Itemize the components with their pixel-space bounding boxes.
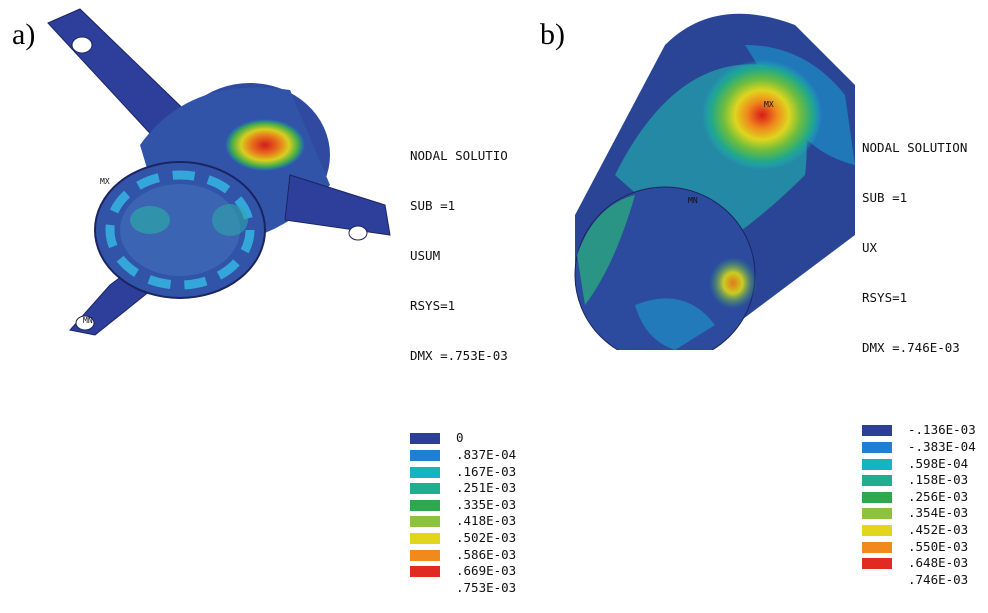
legend-value: .502E-03 (456, 530, 517, 546)
legend-entry: .550E-03 (862, 538, 969, 556)
legend-value: .586E-03 (456, 546, 517, 562)
legend-value: .354E-03 (908, 505, 969, 521)
legend-entry: 0 (410, 430, 508, 447)
legend-entry: .502E-03 (410, 530, 516, 547)
legend-swatch (410, 566, 440, 578)
legend-entry: .669E-03 (410, 563, 516, 580)
panel-b-legend-header: NODAL SOLUTION SUB =1 UX RSYS=1 DMX =.74… (862, 107, 967, 389)
legend-swatch (862, 458, 892, 470)
legend-swatch (862, 508, 892, 520)
legend-title: NODAL SOLUTIO (410, 148, 508, 164)
legend-value: 0 (456, 430, 464, 446)
legend-entry: .746E-03 (862, 571, 969, 589)
legend-value: .251E-03 (456, 480, 517, 496)
panel-a-label: a) (12, 18, 36, 51)
legend-swatch (862, 491, 892, 503)
legend-value: .550E-03 (908, 538, 969, 554)
legend-title: NODAL SOLUTION (862, 140, 968, 156)
legend-swatch (862, 541, 892, 553)
legend-entry: -.383E-04 (862, 439, 976, 456)
legend-swatch (410, 499, 440, 511)
legend-value: .256E-03 (908, 488, 969, 504)
legend-entry: .837E-04 (410, 447, 516, 464)
legend-value: -.136E-03 (908, 422, 976, 438)
legend-entry: .158E-03 (862, 472, 969, 489)
legend-value: .746E-03 (908, 571, 969, 587)
legend-value: .837E-04 (456, 447, 517, 463)
legend-entry: .598E-04 (862, 455, 969, 473)
legend-swatch (862, 525, 892, 537)
panel-b-label: b) (540, 18, 565, 51)
legend-value: .418E-03 (456, 513, 517, 529)
legend-value: .753E-03 (456, 579, 517, 595)
legend-quantity: UX (862, 239, 878, 255)
legend-swatch (862, 558, 892, 570)
legend-entry: .648E-03 (862, 555, 969, 572)
legend-value: .648E-03 (908, 555, 969, 571)
legend-value: .452E-03 (908, 522, 969, 538)
panel-b-mx-marker: MX (764, 100, 774, 109)
legend-swatch (410, 516, 440, 528)
legend-swatch (410, 450, 440, 462)
legend-entry: .753E-03 (410, 580, 516, 597)
legend-swatch (410, 466, 440, 478)
legend-entry: -.136E-03 (862, 422, 976, 439)
legend-swatch (410, 549, 440, 561)
legend-entry: .586E-03 (410, 547, 516, 564)
legend-quantity: USUM (410, 247, 441, 263)
legend-swatch (862, 475, 892, 487)
panel-a-fea-model (47, 8, 391, 336)
panel-b-legend: NODAL SOLUTION SUB =1 UX RSYS=1 DMX =.74… (862, 74, 976, 605)
legend-value: .335E-03 (456, 496, 517, 512)
legend-rsys: RSYS=1 (410, 297, 456, 313)
legend-swatch (410, 483, 440, 495)
legend-value: .598E-04 (908, 455, 969, 471)
panel-b-mn-marker: MN (688, 196, 698, 205)
legend-value: -.383E-04 (908, 439, 976, 455)
panel-a-mn-marker: MN (83, 316, 93, 325)
legend-entry: .335E-03 (410, 497, 516, 514)
legend-entry: .251E-03 (410, 480, 516, 497)
legend-value: .167E-03 (456, 463, 517, 479)
legend-entry: .354E-03 (862, 505, 969, 522)
legend-entry: .167E-03 (410, 464, 516, 481)
legend-dmx: DMX =.753E-03 (410, 347, 508, 363)
legend-substep: SUB =1 (862, 190, 908, 206)
legend-substep: SUB =1 (410, 198, 456, 214)
legend-value: .158E-03 (908, 472, 969, 488)
legend-swatch (862, 442, 892, 454)
panel-a-mx-marker: MX (100, 177, 110, 186)
legend-entry: .452E-03 (862, 522, 969, 539)
panel-a-legend-header: NODAL SOLUTIO SUB =1 USUM RSYS=1 DMX =.7… (410, 115, 508, 397)
legend-swatch (410, 533, 440, 545)
legend-swatch (862, 425, 892, 437)
legend-entry: .256E-03 (862, 488, 969, 506)
panel-a-legend: NODAL SOLUTIO SUB =1 USUM RSYS=1 DMX =.7… (410, 82, 516, 613)
legend-entry: .418E-03 (410, 513, 516, 530)
legend-value: .669E-03 (456, 563, 517, 579)
legend-rsys: RSYS=1 (862, 289, 908, 305)
panel-b-fea-model (574, 13, 855, 350)
legend-dmx: DMX =.746E-03 (862, 339, 960, 355)
legend-swatch (410, 433, 440, 445)
